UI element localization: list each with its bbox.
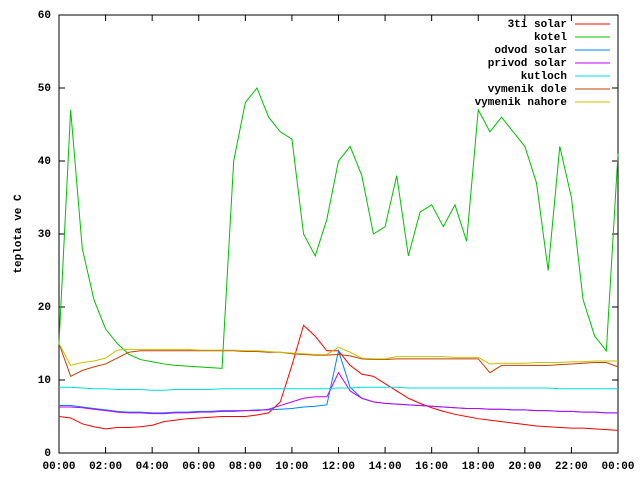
legend-label: privod solar [488,58,567,70]
x-tick-label: 00:00 [42,461,75,473]
series-line [58,343,618,366]
x-tick-label: 20:00 [508,461,541,473]
x-tick-label: 12:00 [322,461,355,473]
series-line [59,386,618,391]
x-tick-label: 02:00 [89,461,122,473]
series-line [58,343,619,378]
y-tick-label: 60 [38,10,51,22]
series-line [58,87,619,369]
y-tick-label: 20 [38,302,51,314]
x-tick-label: 06:00 [182,461,215,473]
y-axis-label: teplota ve C [13,194,25,274]
x-tick-label: 00:00 [601,461,634,473]
legend-label: odvod solar [494,45,567,57]
y-tick-label: 40 [38,156,51,168]
x-tick-label: 22:00 [555,461,588,473]
series-line [59,371,618,415]
legend-label: kutloch [521,71,567,83]
x-tick-label: 04:00 [136,461,169,473]
legend-label: 3ti solar [508,19,567,31]
y-tick-label: 0 [44,448,51,460]
y-tick-label: 10 [38,375,51,387]
x-tick-label: 14:00 [369,461,402,473]
legend-label: kotel [534,32,567,44]
legend-label: vymenik dole [488,84,568,96]
y-tick-label: 30 [38,229,51,241]
x-tick-label: 10:00 [275,461,308,473]
x-tick-label: 16:00 [415,461,448,473]
y-tick-label: 50 [38,83,51,95]
legend-label: vymenik nahore [475,97,568,109]
x-tick-label: 08:00 [229,461,262,473]
x-tick-label: 18:00 [462,461,495,473]
